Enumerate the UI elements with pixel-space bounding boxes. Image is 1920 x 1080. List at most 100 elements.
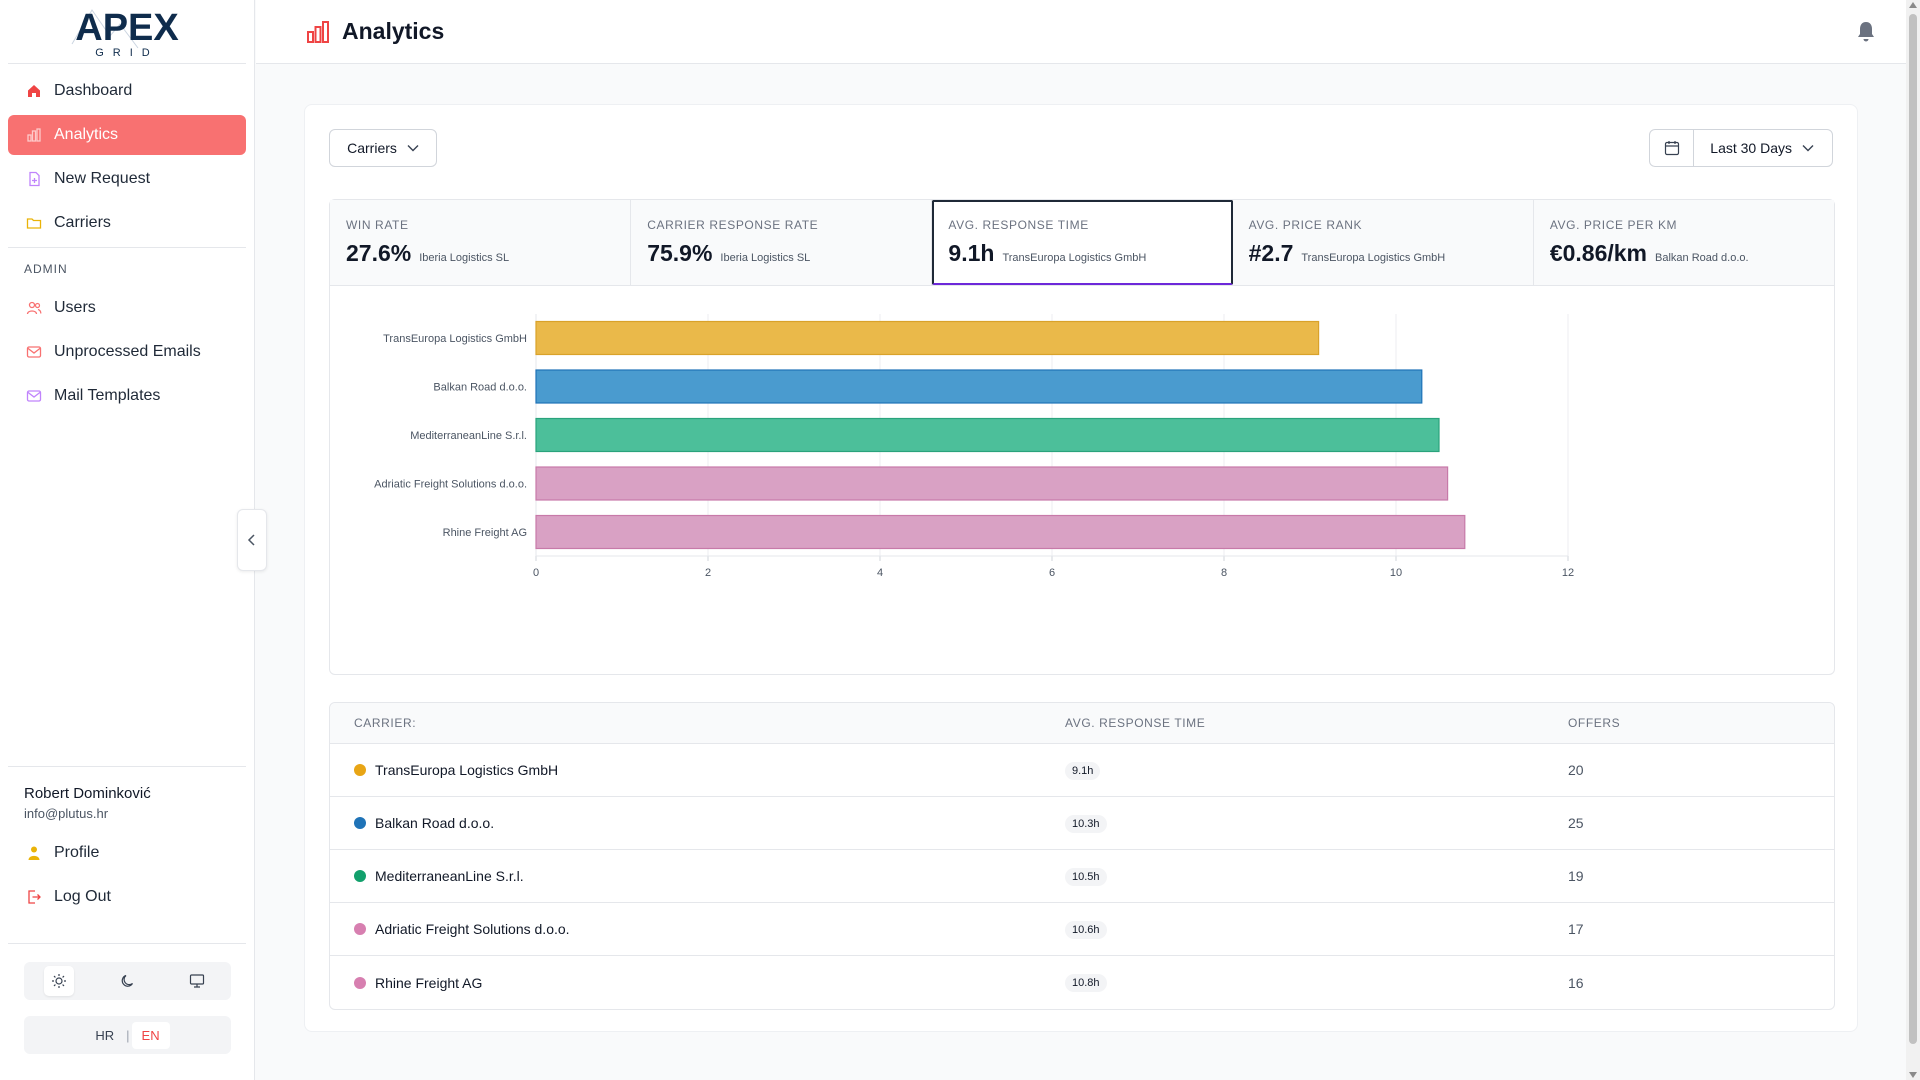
- table-header: CARRIER: AVG. RESPONSE TIME OFFERS: [330, 703, 1834, 744]
- carrier-cell: Adriatic Freight Solutions d.o.o.: [330, 921, 1065, 937]
- logout-icon: [26, 889, 42, 905]
- response-time-cell: 10.8h: [1065, 973, 1568, 992]
- calendar-button[interactable]: [1650, 130, 1695, 166]
- svg-text:GRID: GRID: [95, 47, 159, 59]
- sidebar-item-profile[interactable]: Profile: [8, 833, 246, 873]
- chevron-down-icon: [1802, 145, 1814, 152]
- column-header-carrier: CARRIER:: [354, 716, 417, 730]
- kpi-avg-price-rank[interactable]: AVG. PRICE RANK #2.7 TransEuropa Logistic…: [1232, 200, 1534, 285]
- lang-en-button[interactable]: EN: [131, 1021, 170, 1049]
- kpi-avg-price-per-km[interactable]: AVG. PRICE PER KM €0.86/km Balkan Road d.…: [1533, 200, 1835, 285]
- bar-chart-icon: [26, 127, 42, 143]
- apex-grid-logo: APEX GRID: [71, 7, 179, 59]
- sidebar-item-label: Dashboard: [54, 82, 133, 99]
- table-row[interactable]: Balkan Road d.o.o. 10.3h 25: [330, 797, 1834, 850]
- sidebar-item-logout[interactable]: Log Out: [8, 877, 246, 917]
- response-time-cell: 9.1h: [1065, 761, 1568, 780]
- sidebar-item-label: Profile: [54, 844, 100, 861]
- offers-cell: 20: [1568, 762, 1584, 778]
- date-range-dropdown[interactable]: Last 30 Days: [1694, 130, 1832, 166]
- table-row[interactable]: Rhine Freight AG 10.8h 16: [330, 956, 1834, 1009]
- page-scrollbar[interactable]: [1906, 0, 1920, 1080]
- sidebar-item-dashboard[interactable]: Dashboard: [8, 71, 246, 111]
- language-switcher: HR | EN: [24, 1016, 231, 1054]
- offers-cell: 19: [1568, 868, 1584, 884]
- sidebar-item-new-request[interactable]: New Request: [8, 159, 246, 199]
- carriers-filter-label: Carriers: [347, 140, 397, 156]
- kpi-carrier: Iberia Logistics SL: [419, 252, 510, 264]
- kpi-strip: WIN RATE 27.6% Iberia Logistics SL CARRIE…: [329, 199, 1835, 285]
- sidebar-item-unprocessed-emails[interactable]: Unprocessed Emails: [8, 332, 246, 372]
- top-header: Analytics: [256, 0, 1906, 64]
- carrier-cell: TransEuropa Logistics GmbH: [330, 762, 1065, 778]
- carrier-name: MediterraneanLine S.r.l.: [375, 868, 524, 884]
- file-plus-icon: [26, 171, 42, 187]
- sidebar-item-label: Mail Templates: [54, 387, 161, 404]
- carrier-cell: Balkan Road d.o.o.: [330, 815, 1065, 831]
- logo[interactable]: APEX GRID: [8, 0, 246, 64]
- sidebar-item-label: Unprocessed Emails: [54, 343, 201, 360]
- x-tick-label: 10: [1390, 567, 1402, 579]
- table-row[interactable]: MediterraneanLine S.r.l. 10.5h 19: [330, 850, 1834, 903]
- theme-system-button[interactable]: [182, 966, 212, 996]
- scroll-up-arrow[interactable]: [1909, 2, 1917, 8]
- nav-divider: [8, 247, 246, 248]
- sidebar-item-analytics[interactable]: Analytics: [8, 115, 246, 155]
- kpi-label: AVG. PRICE PER KM: [1549, 218, 1678, 232]
- theme-light-button[interactable]: [43, 966, 74, 996]
- carriers-filter-dropdown[interactable]: Carriers: [329, 129, 437, 167]
- bar-chart: 0 2 4 6 8 10 12 TransEuropa Logistics GmbH Balka…: [374, 314, 1574, 579]
- sidebar-item-label: Users: [54, 299, 96, 316]
- carrier-name: Rhine Freight AG: [375, 974, 483, 991]
- sidebar-item-label: Log Out: [54, 888, 111, 905]
- x-tick-label: 12: [1562, 567, 1574, 579]
- scroll-down-arrow[interactable]: [1909, 1072, 1917, 1078]
- theme-switcher: [24, 962, 231, 1000]
- user-email: info@plutus.hr: [24, 806, 109, 821]
- scroll-thumb[interactable]: [1909, 14, 1917, 1044]
- settings-divider: [8, 943, 246, 944]
- bar-chart-icon: [306, 20, 330, 44]
- page-title: Analytics: [342, 18, 445, 44]
- user-name: Robert Dominković: [24, 785, 151, 802]
- sidebar-item-carriers[interactable]: Carriers: [8, 203, 246, 243]
- offers-cell: 17: [1568, 921, 1584, 937]
- table-body: TransEuropa Logistics GmbH 9.1h 20 Balkan R…: [330, 744, 1834, 1009]
- table-row[interactable]: TransEuropa Logistics GmbH 9.1h 20: [330, 744, 1834, 797]
- chart-bar: [535, 417, 1440, 453]
- response-time-cell: 10.3h: [1065, 814, 1568, 833]
- chart-bar: [535, 320, 1320, 356]
- response-time-chart: 0 2 4 6 8 10 12 TransEuropa Logistics GmbH Balka…: [329, 285, 1835, 675]
- bell-icon[interactable]: [1856, 20, 1876, 47]
- response-time-pill: 10.3h: [1065, 814, 1107, 833]
- chart-bar: [535, 369, 1423, 404]
- kpi-label: WIN RATE: [346, 218, 409, 232]
- kpi-carrier: Iberia Logistics SL: [720, 252, 811, 264]
- kpi-label: AVG. PRICE RANK: [1248, 218, 1363, 232]
- x-tick-label: 0: [533, 567, 539, 579]
- kpi-avg-response-time[interactable]: AVG. RESPONSE TIME 9.1h TransEuropa Logis…: [932, 200, 1233, 285]
- table-row[interactable]: Adriatic Freight Solutions d.o.o. 10.6h 17: [330, 903, 1834, 956]
- y-category-label: Adriatic Freight Solutions d.o.o.: [374, 479, 527, 491]
- response-time-pill: 9.1h: [1065, 761, 1101, 780]
- truck-icon: [26, 215, 42, 231]
- kpi-win-rate[interactable]: WIN RATE 27.6% Iberia Logistics SL: [330, 200, 632, 285]
- sidebar-item-label: Carriers: [54, 214, 111, 231]
- kpi-carrier-response-rate[interactable]: CARRIER RESPONSE RATE 75.9% Iberia Logist…: [631, 200, 933, 285]
- sidebar-item-mail-templates[interactable]: Mail Templates: [8, 376, 246, 416]
- kpi-value: €0.86/km: [1549, 240, 1648, 266]
- lang-hr-button[interactable]: HR: [95, 1027, 115, 1043]
- user-section: Robert Dominković info@plutus.hr Profile…: [8, 766, 246, 921]
- sun-icon: [51, 974, 66, 988]
- carrier-color-dot: [354, 976, 366, 989]
- analytics-card: Carriers Last 30 Days WIN RATE 27.6% Iber…: [304, 104, 1858, 1032]
- y-category-label: Rhine Freight AG: [443, 527, 527, 539]
- sidebar-item-users[interactable]: Users: [8, 288, 246, 328]
- sidebar-collapse-button[interactable]: [237, 509, 267, 571]
- kpi-value: 9.1h: [948, 240, 995, 266]
- kpi-value: #2.7: [1248, 240, 1294, 266]
- response-time-pill: 10.5h: [1065, 867, 1107, 886]
- date-range-control: Last 30 Days: [1649, 129, 1833, 167]
- theme-dark-button[interactable]: [113, 966, 143, 996]
- response-time-pill: 10.8h: [1065, 974, 1107, 992]
